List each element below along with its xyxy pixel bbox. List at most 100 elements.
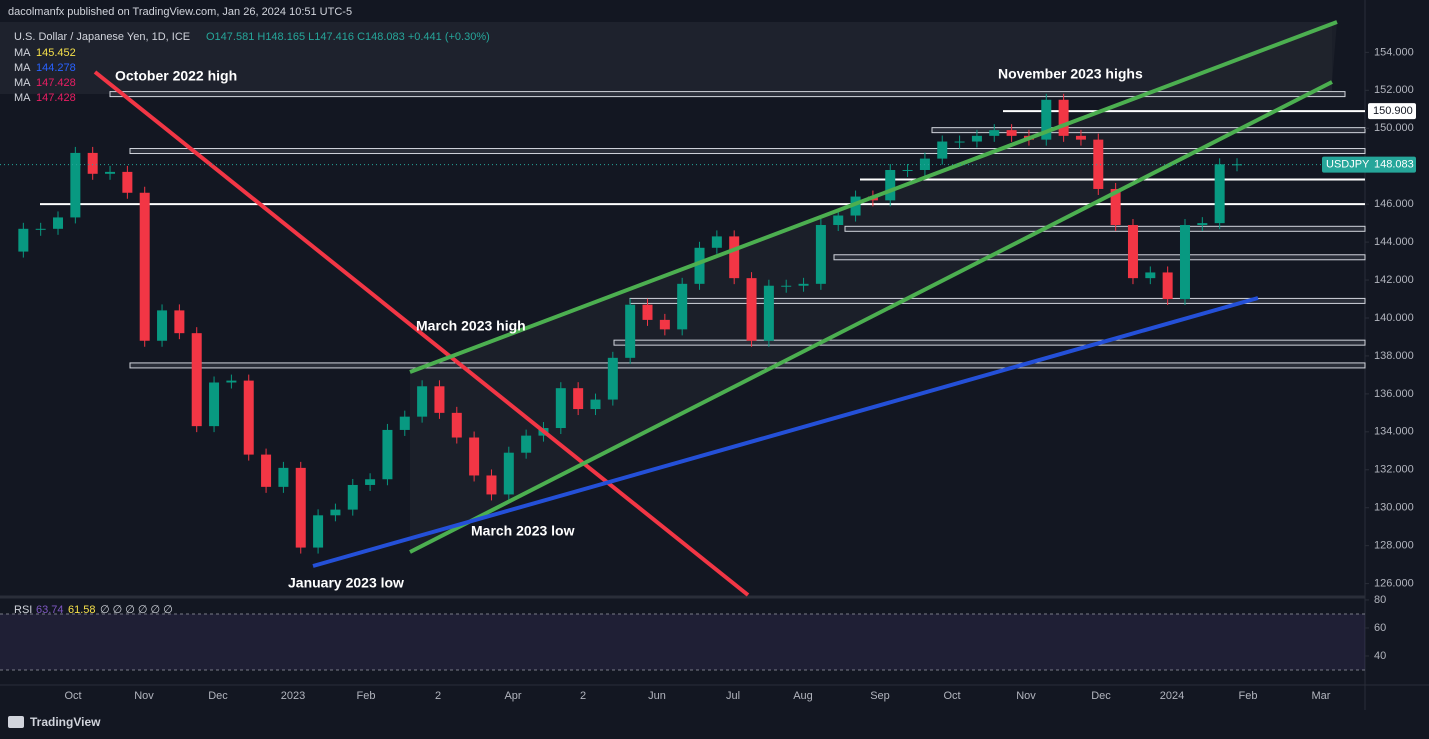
ma-label: MA [14, 47, 31, 59]
green-channel-lower [409, 80, 1333, 554]
candle [1058, 99, 1069, 136]
blue-trendline [312, 296, 1259, 568]
candle [70, 152, 81, 218]
candle [261, 454, 272, 487]
x-tick-label: 2024 [1160, 690, 1184, 702]
ohlc: O147.581 H148.165 L147.416 C148.083 +0.4… [206, 31, 490, 43]
candle [330, 509, 341, 516]
candle [209, 382, 220, 427]
green-channel-upper [409, 20, 1338, 374]
brand[interactable]: TradingView [30, 715, 101, 729]
candle [521, 435, 532, 453]
rsi-extra: ∅ ∅ ∅ ∅ ∅ ∅ [100, 604, 173, 616]
annotation: January 2023 low [288, 575, 404, 591]
y-tick-label: 140.000 [1374, 312, 1414, 324]
candle [191, 333, 202, 427]
x-tick-label: Oct [943, 690, 960, 702]
candle [971, 135, 982, 142]
x-tick-label: Dec [1091, 690, 1111, 702]
candle [1179, 225, 1190, 300]
x-tick-label: 2023 [281, 690, 305, 702]
candle [833, 215, 844, 226]
candle [937, 141, 948, 159]
x-tick-label: Feb [1239, 690, 1258, 702]
channel-shade [410, 22, 1337, 552]
x-tick-label: 2 [580, 690, 586, 702]
y-tick-label: 130.000 [1374, 502, 1414, 514]
candle [1162, 272, 1173, 300]
y-tick-label: 152.000 [1374, 84, 1414, 96]
level-box [129, 148, 1366, 155]
candle [503, 452, 514, 495]
annotation: October 2022 high [115, 68, 237, 84]
candle [815, 225, 826, 284]
last-price-value: 148.083 [1374, 159, 1414, 171]
candle [1145, 272, 1156, 279]
published-line: dacolmanfx published on TradingView.com,… [8, 6, 352, 18]
candle [139, 192, 150, 341]
candle [105, 171, 116, 174]
red-trendline [93, 70, 750, 597]
y-tick-label: 150.000 [1374, 122, 1414, 134]
candle [954, 141, 965, 143]
y-tick-label: 132.000 [1374, 464, 1414, 476]
y-tick-label: 154.000 [1374, 46, 1414, 58]
candle [1214, 164, 1225, 224]
candle [469, 437, 480, 476]
candle [573, 388, 584, 410]
y-tick-label: 128.000 [1374, 540, 1414, 552]
rsi-tick-label: 40 [1374, 650, 1386, 662]
candle [295, 467, 306, 548]
x-tick-label: 2 [435, 690, 441, 702]
logo-icon [8, 716, 24, 728]
candle [1110, 188, 1121, 226]
price-label-box [1368, 103, 1416, 120]
x-tick-label: Jul [726, 690, 740, 702]
candle [850, 196, 861, 216]
rsi-ma-value: 61.58 [68, 604, 96, 616]
candle [157, 310, 168, 341]
candle [798, 283, 809, 286]
candle [763, 285, 774, 341]
candle [278, 467, 289, 487]
candle [1075, 135, 1086, 140]
x-tick-label: Dec [208, 690, 228, 702]
candle [365, 479, 376, 485]
candle [694, 247, 705, 284]
last-price-symbol: USDJPY [1326, 159, 1370, 171]
rsi-band [0, 613, 1365, 670]
ma-label: MA [14, 77, 31, 89]
level-box [833, 254, 1366, 261]
annotation: March 2023 low [471, 523, 575, 539]
y-tick-label: 146.000 [1374, 198, 1414, 210]
x-tick-label: Nov [134, 690, 154, 702]
level-box [109, 91, 1346, 98]
candle [659, 319, 670, 330]
candle [417, 386, 428, 417]
rsi-tick-label: 60 [1374, 622, 1386, 634]
candle [590, 399, 601, 410]
y-tick-label: 142.000 [1374, 274, 1414, 286]
x-tick-label: Feb [357, 690, 376, 702]
x-tick-label: Nov [1016, 690, 1036, 702]
ma-value: 145.452 [36, 47, 76, 59]
candle [1197, 223, 1208, 226]
candle [399, 416, 410, 430]
candle [729, 236, 740, 279]
rsi-label: RSI [14, 604, 32, 616]
candle [18, 228, 29, 252]
x-tick-label: Mar [1312, 690, 1331, 702]
candle [313, 515, 324, 548]
level-box [129, 362, 1366, 369]
candle [1127, 225, 1138, 279]
candle [87, 152, 98, 174]
candle [625, 304, 636, 358]
x-tick-label: Sep [870, 690, 890, 702]
candle [35, 228, 46, 230]
candle [1041, 99, 1052, 140]
candle [226, 380, 237, 383]
range-shade [0, 22, 1332, 94]
annotation: March 2023 high [416, 318, 526, 334]
candle [486, 475, 497, 495]
